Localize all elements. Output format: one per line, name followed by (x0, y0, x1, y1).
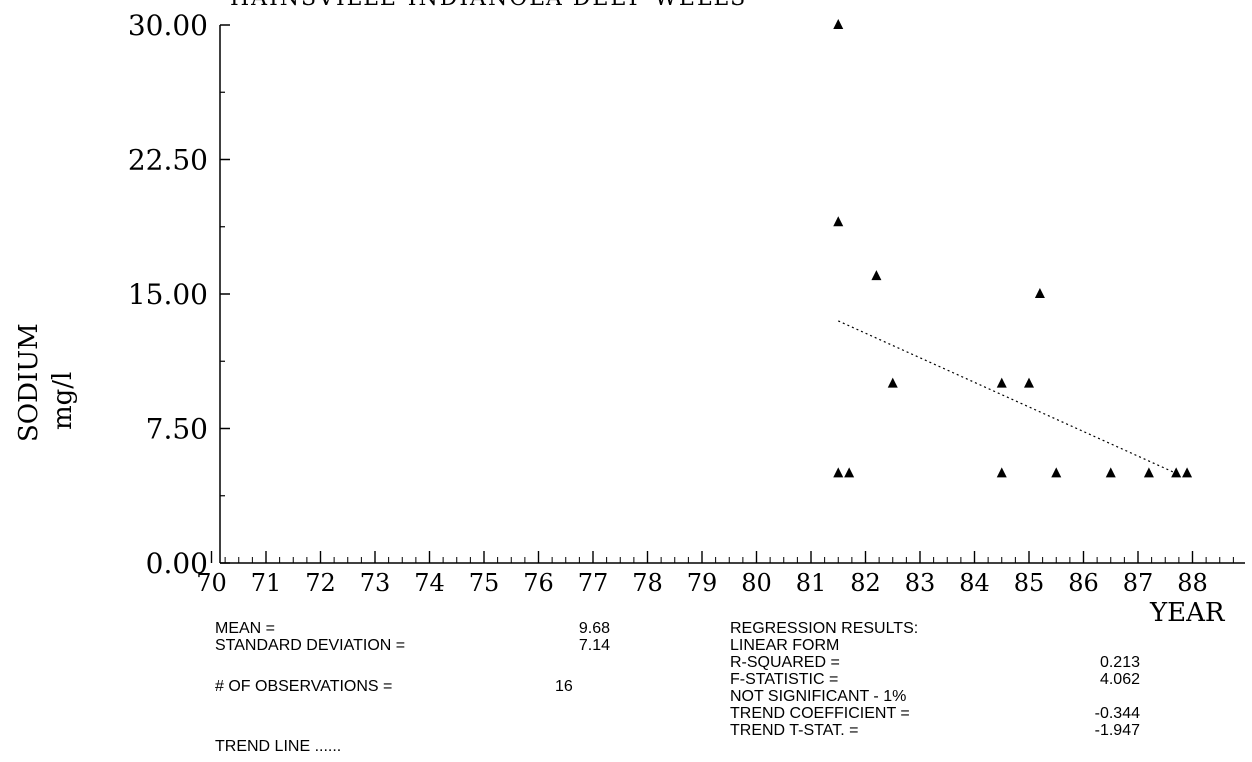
x-tick-label: 72 (305, 569, 336, 597)
x-tick-label: 76 (523, 569, 554, 597)
trend-line (838, 320, 1177, 474)
x-tick-label: 77 (578, 569, 609, 597)
data-point (1105, 467, 1116, 478)
x-tick-label: 86 (1068, 569, 1099, 597)
x-tick-label: 82 (850, 569, 881, 597)
x-tick-label: 79 (687, 569, 718, 597)
mean-value: 9.68 (578, 620, 610, 637)
observations-value: 16 (555, 678, 573, 695)
x-tick-label: 73 (360, 569, 391, 597)
x-tick-label: 84 (959, 569, 990, 597)
chart-title: HAINSVILLE-INDIANOLA DEEP WELLS (230, 0, 747, 11)
data-point (1024, 377, 1034, 388)
y-axis-label-line1: SODIUM (14, 323, 44, 442)
data-point (887, 377, 898, 388)
x-tick-label: 75 (469, 569, 500, 597)
f-statistic-label: F-STATISTIC = (730, 671, 839, 688)
x-axis-label: YEAR (1150, 598, 1225, 628)
sd-label: STANDARD DEVIATION = (215, 637, 406, 654)
y-axis-label: SODIUM mg/l (8, 300, 78, 460)
x-tick-label: 74 (414, 569, 445, 597)
data-point (1051, 467, 1062, 478)
x-tick-label: 81 (796, 569, 827, 597)
y-tick-label: 15.00 (128, 278, 208, 311)
x-tick-label: 85 (1014, 569, 1045, 597)
data-point (996, 377, 1007, 388)
x-tick-label: 83 (905, 569, 936, 597)
mean-label: MEAN = (215, 620, 280, 637)
data-point (996, 467, 1007, 478)
x-tick-label: 78 (632, 569, 663, 597)
data-point (833, 216, 844, 227)
y-tick-label: 0.00 (146, 547, 208, 580)
y-tick-label: 30.00 (128, 9, 208, 42)
trend-t-stat-value: -1.947 (1094, 722, 1140, 739)
x-tick-label: 87 (1123, 569, 1154, 597)
y-tick-label: 22.50 (128, 144, 208, 177)
data-point (833, 467, 844, 478)
regression-form: LINEAR FORM (730, 637, 840, 654)
sd-value: 7.14 (578, 637, 610, 654)
data-point (1143, 467, 1154, 478)
x-tick-label: 88 (1177, 569, 1208, 597)
trend-coefficient-label: TREND COEFFICIENT = (730, 705, 910, 722)
trend-line-legend: TREND LINE ...... (215, 738, 342, 755)
f-statistic-value: 4.062 (1099, 671, 1140, 688)
chart-plot: 0.00 7.50 15.00 22.50 30.00 70 71 72 73 74 75 76 77 7… (128, 9, 1245, 597)
r-squared-label: R-SQUARED = (730, 654, 840, 671)
data-point (1171, 467, 1182, 478)
data-point (844, 467, 855, 478)
y-axis-label-line2: mg/l (48, 371, 78, 430)
significance-label: NOT SIGNIFICANT - 1% (730, 688, 907, 705)
regression-title: REGRESSION RESULTS: (730, 620, 919, 637)
observations-label: # OF OBSERVATIONS = (215, 678, 393, 695)
data-point (833, 19, 844, 29)
data-point (1034, 288, 1045, 298)
trend-coefficient-value: -0.344 (1094, 705, 1140, 722)
r-squared-value: 0.213 (1099, 654, 1140, 671)
x-tick-label: 70 (196, 569, 227, 597)
x-tick-label: 71 (251, 569, 282, 597)
data-point (871, 270, 882, 281)
x-tick-label: 80 (741, 569, 772, 597)
trend-t-stat-label: TREND T-STAT. = (730, 722, 859, 739)
y-tick-label: 7.50 (146, 413, 208, 446)
data-point (1182, 467, 1193, 478)
